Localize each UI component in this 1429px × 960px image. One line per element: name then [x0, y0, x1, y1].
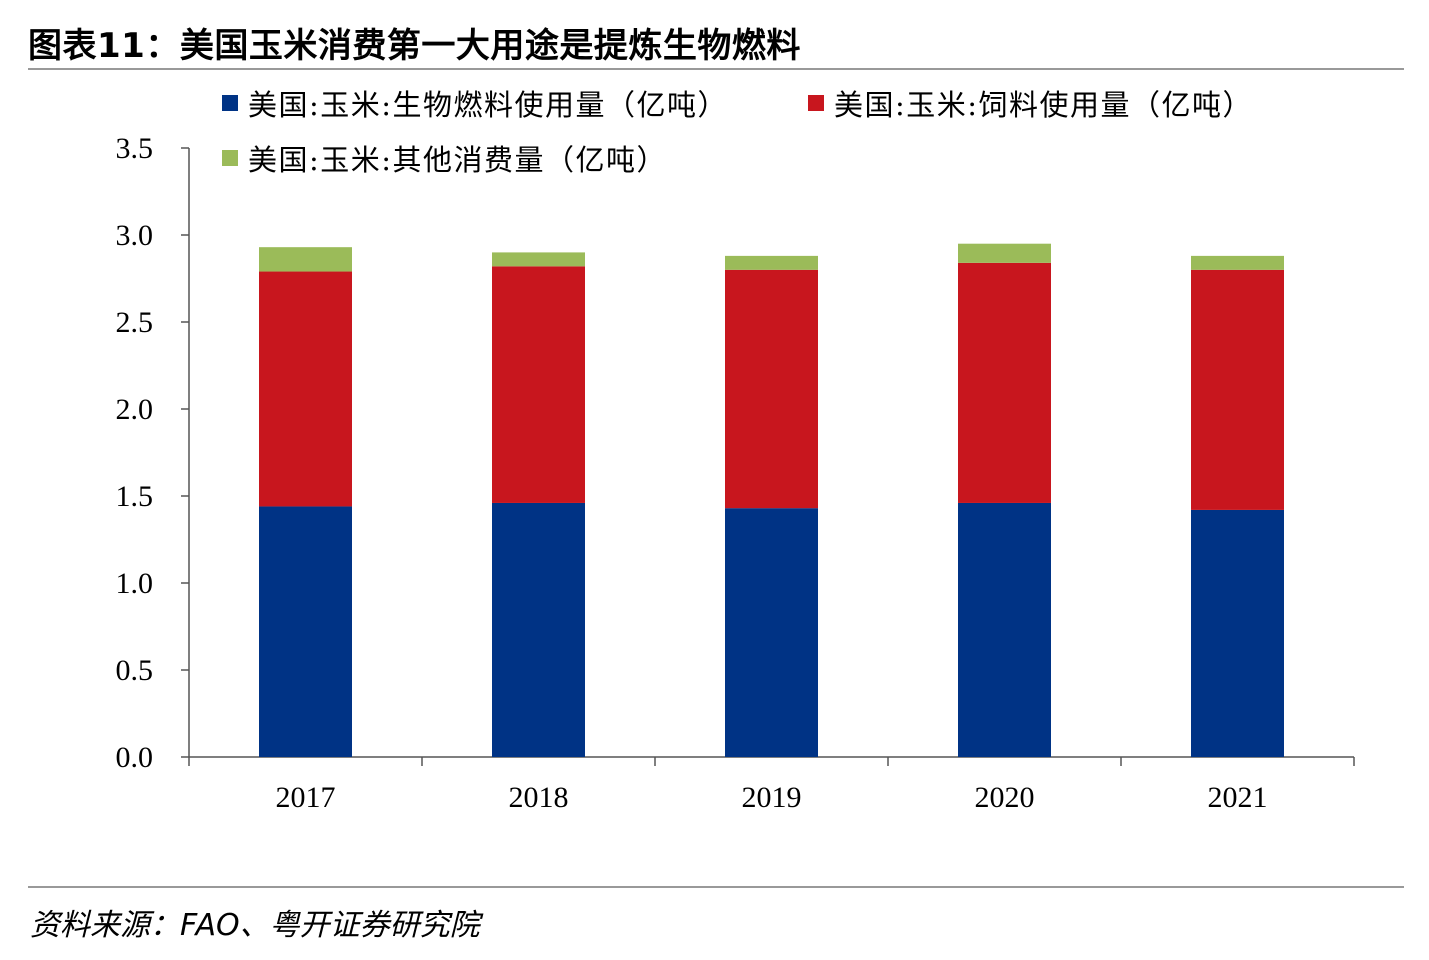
y-tick-label: 2.5 — [116, 306, 154, 339]
bar-2020-series-1 — [958, 502, 1051, 757]
y-tick-label: 3.5 — [116, 132, 154, 165]
title-rule — [28, 68, 1404, 70]
chart-title: 图表11：美国玉米消费第一大用途是提炼生物燃料 — [28, 26, 801, 66]
stacked-bar-chart: 0.0 0.5 1.0 1.5 2.0 2.5 3.0 3.5 2017 2018 2019 2020… — [116, 88, 1355, 814]
bar-2021-series-2 — [1191, 269, 1284, 510]
x-tick-label: 2019 — [742, 781, 802, 814]
x-tick-label: 2017 — [276, 781, 336, 814]
bar-2020-series-3 — [958, 243, 1051, 263]
y-tick-label: 0.0 — [116, 741, 154, 774]
source-rule — [28, 886, 1404, 888]
bar-2021-series-1 — [1191, 509, 1284, 757]
bar-2017-series-1 — [259, 506, 352, 757]
y-tick-label: 3.0 — [116, 219, 154, 252]
legend-swatch — [808, 95, 824, 111]
y-tick-label: 0.5 — [116, 654, 154, 687]
y-tick-label: 2.0 — [116, 393, 154, 426]
bar-2018-series-1 — [492, 502, 585, 757]
legend-label: 美国:玉米:生物燃料使用量（亿吨） — [248, 88, 728, 122]
y-tick-label: 1.5 — [116, 480, 154, 513]
source-note: 资料来源：FAO、粤开证券研究院 — [30, 908, 480, 943]
bar-2021-series-3 — [1191, 255, 1284, 270]
bar-2020-series-2 — [958, 262, 1051, 503]
x-tick-label: 2021 — [1208, 781, 1268, 814]
legend-swatch — [222, 95, 238, 111]
y-tick-label: 1.0 — [116, 567, 154, 600]
bar-2019-series-1 — [725, 508, 818, 757]
bar-2019-series-2 — [725, 269, 818, 509]
x-tick-label: 2018 — [509, 781, 569, 814]
legend-label: 美国:玉米:其他消费量（亿吨） — [248, 143, 667, 177]
legend-swatch — [222, 150, 238, 166]
x-tick-label: 2020 — [975, 781, 1035, 814]
bar-2017-series-2 — [259, 271, 352, 507]
bar-2018-series-2 — [492, 266, 585, 503]
bar-2019-series-3 — [725, 255, 818, 270]
bar-2017-series-3 — [259, 247, 352, 272]
bar-2018-series-3 — [492, 252, 585, 267]
legend-label: 美国:玉米:饲料使用量（亿吨） — [834, 88, 1253, 122]
